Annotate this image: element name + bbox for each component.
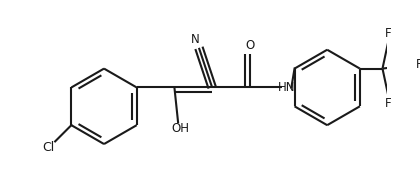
Text: HN: HN [278,81,295,94]
Text: F: F [385,27,391,40]
Text: OH: OH [171,122,189,135]
Text: O: O [245,39,255,52]
Text: F: F [385,97,391,110]
Text: N: N [191,33,200,46]
Text: Cl: Cl [42,141,55,154]
Text: F: F [416,58,420,71]
